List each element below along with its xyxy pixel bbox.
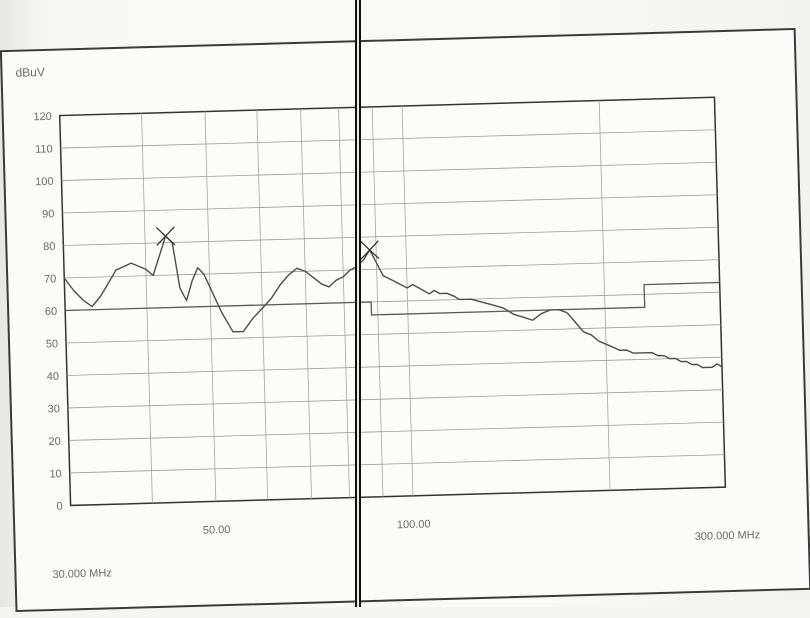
h-gridline [67, 389, 723, 409]
y-unit-label: dBuV [15, 65, 45, 80]
h-gridline [61, 161, 717, 181]
y-tick-label: 50 [46, 338, 59, 350]
x-tick-labels: 50.00 100.00 [203, 518, 431, 536]
y-tick-label: 120 [33, 111, 52, 124]
y-tick-label: 30 [48, 403, 61, 415]
y-tick-label: 90 [42, 208, 55, 220]
y-tick-label: 60 [45, 306, 58, 318]
h-gridline [66, 356, 722, 376]
v-gridline [371, 106, 384, 497]
v-gridline [598, 100, 611, 491]
h-gridline [64, 259, 720, 279]
y-tick-label: 100 [35, 176, 54, 189]
emission-trace [63, 235, 723, 369]
y-tick-label: 10 [49, 468, 62, 480]
v-gridline [401, 105, 414, 496]
peak-marker [155, 226, 176, 246]
x-tick-label: 100.00 [397, 518, 431, 531]
h-gridline [68, 421, 724, 441]
h-gridline [69, 454, 725, 474]
scan-fold-line [355, 0, 361, 607]
y-tick-label: 40 [47, 371, 60, 383]
y-tick-label: 80 [43, 241, 56, 253]
x-tick-label: 50.00 [203, 524, 231, 537]
y-tick-labels: 0 10 20 30 40 50 60 70 80 90 100 110 120 [33, 111, 63, 513]
y-tick-label: 110 [35, 143, 53, 155]
peak-markers [155, 226, 380, 260]
h-gridline [62, 194, 718, 214]
peak-marker [360, 240, 380, 260]
h-gridline [60, 129, 716, 149]
x-end-label: 300.000 MHz [695, 529, 761, 543]
x-start-label: 30.000 MHz [52, 567, 112, 581]
y-tick-label: 70 [44, 273, 57, 285]
y-tick-label: 0 [56, 501, 62, 513]
h-gridline [66, 324, 721, 344]
y-tick-label: 20 [48, 436, 61, 448]
